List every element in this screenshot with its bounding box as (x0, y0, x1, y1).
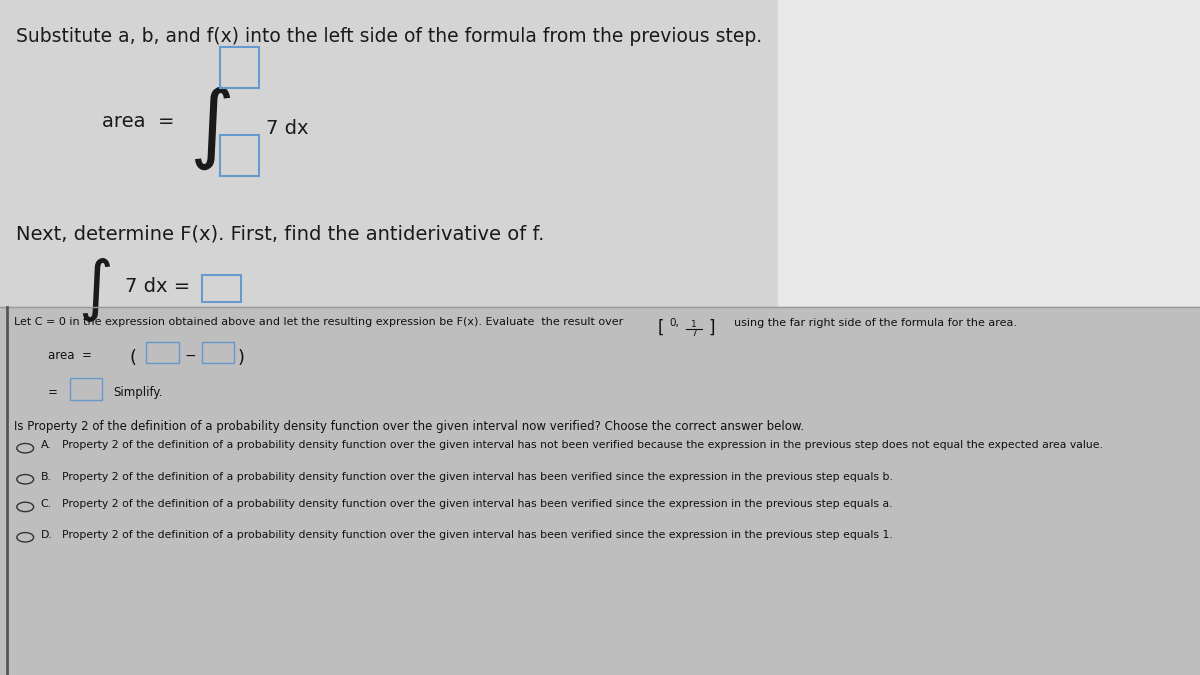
Text: Simplify.: Simplify. (113, 386, 162, 399)
Bar (0, 307, 1200, 675)
Text: −: − (185, 349, 197, 363)
Text: $\int$: $\int$ (78, 256, 112, 324)
Text: (: ( (130, 349, 137, 367)
Text: ]: ] (708, 319, 714, 337)
Text: 7 dx: 7 dx (266, 119, 308, 138)
Text: =: = (48, 386, 58, 399)
Text: area  =: area = (102, 112, 174, 131)
Text: Let C = 0 in the expression obtained above and let the resulting expression be F: Let C = 0 in the expression obtained abo… (14, 317, 624, 327)
Text: using the far right side of the formula for the area.: using the far right side of the formula … (734, 318, 1018, 328)
Text: 1: 1 (691, 320, 696, 329)
Text: B.: B. (41, 472, 52, 481)
Text: [: [ (658, 319, 664, 337)
Bar (778, 0, 1200, 307)
Text: Is Property 2 of the definition of a probability density function over the given: Is Property 2 of the definition of a pro… (14, 420, 804, 433)
Bar (0, 0, 778, 307)
Text: area  =: area = (48, 349, 92, 362)
Text: $\int$: $\int$ (188, 84, 232, 172)
Text: 7: 7 (691, 329, 696, 338)
Text: ): ) (238, 349, 245, 367)
Text: 0,: 0, (670, 318, 679, 328)
Text: C.: C. (41, 500, 52, 509)
Text: Property 2 of the definition of a probability density function over the given in: Property 2 of the definition of a probab… (62, 530, 893, 539)
Text: Substitute a, b, and f(x) into the left side of the formula from the previous st: Substitute a, b, and f(x) into the left … (16, 27, 762, 46)
Text: Next, determine F(x). First, find the antiderivative of f.: Next, determine F(x). First, find the an… (16, 224, 544, 243)
Text: Property 2 of the definition of a probability density function over the given in: Property 2 of the definition of a probab… (62, 441, 1103, 450)
Text: 7 dx =: 7 dx = (125, 277, 190, 296)
Text: D.: D. (41, 530, 53, 539)
Text: Property 2 of the definition of a probability density function over the given in: Property 2 of the definition of a probab… (62, 500, 893, 509)
Text: A.: A. (41, 441, 52, 450)
Text: Property 2 of the definition of a probability density function over the given in: Property 2 of the definition of a probab… (62, 472, 893, 481)
